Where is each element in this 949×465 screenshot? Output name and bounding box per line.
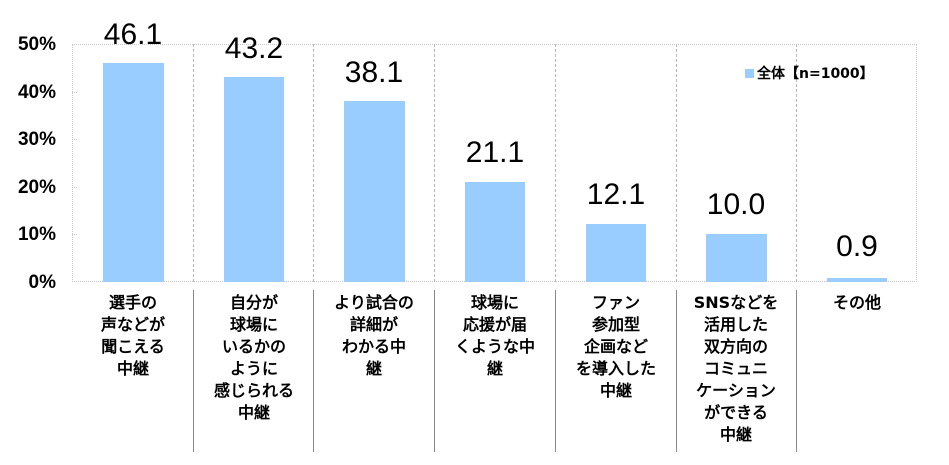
y-tick-mark (72, 234, 77, 235)
category-label-3: 球場に 応援が届 くような中 継 (454, 293, 535, 378)
bar-0 (103, 63, 164, 282)
bar-3 (465, 182, 525, 282)
bar-5 (706, 234, 767, 282)
y-tick-40: 40% (17, 82, 56, 103)
y-tick-30: 30% (17, 129, 56, 150)
bar-4 (586, 224, 646, 282)
y-tick-0: 0% (28, 272, 56, 293)
value-label-2: 38.1 (344, 56, 404, 89)
bar-1 (224, 77, 284, 282)
category-label-2: より試合の 詳細が わかる中 継 (334, 293, 414, 378)
y-tick-mark (72, 187, 77, 188)
legend-swatch-icon (745, 68, 754, 78)
category-label-6: その他 (832, 293, 881, 312)
category-separator (434, 290, 435, 452)
y-tick-mark (72, 139, 77, 140)
value-label-1: 43.2 (224, 32, 284, 65)
y-tick-50: 50% (17, 34, 56, 55)
bar-6 (827, 278, 887, 282)
legend-label: 全体【n=1000】 (757, 66, 874, 82)
category-gridline (555, 44, 556, 282)
category-separator (193, 290, 194, 452)
category-gridline (313, 44, 314, 282)
category-label-1: 自分が 球場に いるかの ように 感じられる 中継 (213, 293, 294, 422)
category-label-0: 選手の 声などが 聞こえる 中継 (100, 293, 165, 378)
value-label-5: 10.0 (706, 188, 766, 221)
category-separator (796, 290, 797, 452)
value-label-4: 12.1 (586, 178, 646, 211)
category-gridline (434, 44, 435, 282)
category-gridline (676, 44, 677, 282)
value-label-3: 21.1 (465, 136, 525, 169)
category-label-5: SNSなどを 活用した 双方向の コミュニ ケーション ができる 中継 (693, 293, 779, 444)
category-separator (676, 290, 677, 452)
y-tick-20: 20% (17, 177, 56, 198)
y-tick-mark (72, 92, 77, 93)
category-label-4: ファン 参加型 企画など を導入した 中継 (575, 293, 656, 400)
bar-2 (344, 101, 405, 282)
legend: 全体【n=1000】 (745, 63, 874, 83)
value-label-6: 0.9 (836, 230, 878, 263)
category-gridline (796, 44, 797, 282)
category-separator (555, 290, 556, 452)
category-separator (313, 290, 314, 452)
y-tick-10: 10% (17, 224, 56, 245)
category-gridline (193, 44, 194, 282)
value-label-0: 46.1 (103, 18, 163, 51)
